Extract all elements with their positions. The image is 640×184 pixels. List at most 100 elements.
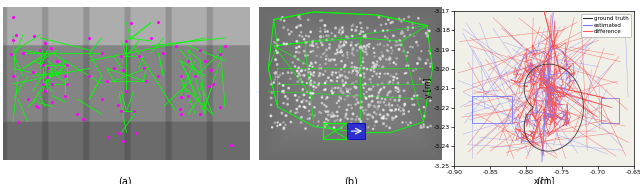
Point (399, 72, 410, 75)
Point (369, 67, 379, 70)
Point (339, 44, 349, 47)
Point (381, 72, 391, 75)
Point (387, 109, 397, 112)
Point (315, 39, 325, 42)
Point (411, 68, 421, 71)
Point (390, 89, 401, 92)
Point (327, 80, 337, 83)
Point (275, 123, 285, 126)
Point (397, 121, 408, 124)
Point (320, 125, 330, 128)
Point (294, 16, 304, 19)
Point (369, 111, 380, 114)
Point (204, 85, 214, 88)
Point (321, 62, 331, 65)
Point (292, 99, 302, 102)
Point (425, 62, 435, 65)
Point (331, 71, 341, 74)
Point (356, 64, 367, 67)
Point (317, 53, 328, 56)
Point (361, 50, 371, 53)
Point (334, 46, 344, 49)
Point (332, 115, 342, 118)
Point (332, 48, 342, 51)
Point (383, 18, 394, 21)
Point (385, 98, 396, 101)
Point (353, 71, 363, 74)
Point (340, 64, 350, 67)
Point (318, 73, 328, 76)
Point (404, 110, 414, 113)
Point (419, 115, 429, 118)
Point (351, 29, 361, 32)
Point (271, 42, 281, 45)
Point (338, 54, 348, 57)
Point (322, 38, 332, 41)
Point (358, 60, 368, 63)
Point (387, 96, 397, 99)
Point (375, 113, 385, 116)
Point (319, 89, 329, 91)
Point (421, 84, 431, 87)
Point (412, 41, 422, 44)
Point (298, 89, 308, 92)
Point (394, 47, 404, 50)
Point (323, 113, 333, 116)
Point (383, 82, 394, 85)
Point (367, 115, 378, 118)
Point (269, 41, 280, 44)
Point (282, 97, 292, 100)
Point (389, 116, 399, 119)
Point (266, 114, 276, 117)
Point (324, 126, 335, 129)
Point (348, 82, 358, 84)
Point (333, 51, 343, 54)
Point (390, 108, 401, 111)
Point (316, 35, 326, 38)
Point (342, 51, 353, 54)
Point (226, 143, 236, 146)
Point (296, 70, 306, 73)
Point (399, 103, 410, 106)
Point (306, 61, 316, 64)
Point (335, 46, 345, 49)
Point (419, 125, 429, 128)
Point (317, 19, 327, 22)
Point (313, 46, 323, 49)
Point (308, 92, 318, 95)
Point (340, 98, 350, 101)
Point (354, 118, 364, 121)
Point (360, 48, 371, 51)
Point (381, 58, 392, 61)
Point (402, 54, 412, 57)
Point (388, 61, 399, 64)
Point (395, 95, 405, 98)
Point (385, 126, 395, 129)
Point (351, 103, 361, 106)
Point (388, 75, 398, 78)
Point (356, 31, 366, 33)
Point (376, 58, 386, 61)
Point (371, 106, 381, 109)
Point (371, 120, 381, 123)
Point (285, 77, 296, 80)
Point (337, 81, 348, 84)
Point (292, 111, 303, 114)
Point (302, 82, 312, 84)
Point (356, 26, 367, 29)
Point (349, 65, 360, 68)
Point (285, 110, 296, 113)
Point (341, 113, 351, 116)
Point (344, 92, 355, 95)
Point (340, 116, 351, 119)
Point (365, 104, 376, 107)
Point (390, 99, 400, 102)
Point (309, 81, 319, 84)
Point (342, 90, 353, 93)
Point (408, 103, 418, 106)
Point (395, 95, 405, 98)
Point (356, 120, 366, 123)
Point (278, 90, 289, 93)
Point (307, 65, 317, 68)
Point (372, 60, 382, 63)
